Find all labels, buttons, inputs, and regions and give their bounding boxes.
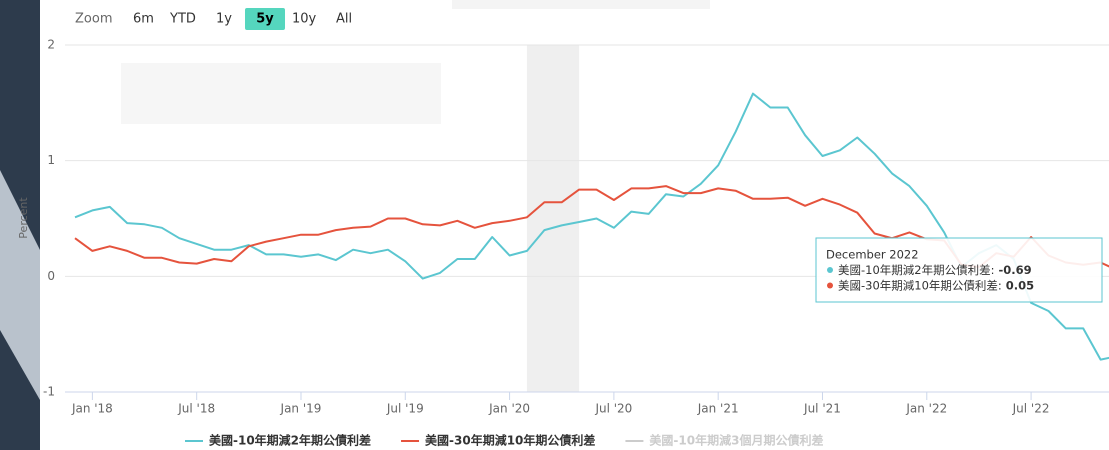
zoom-button[interactable]: All	[336, 12, 352, 27]
tooltip-value: -0.69	[998, 263, 1031, 277]
tooltip-dot	[827, 267, 833, 273]
watermark	[452, 0, 710, 9]
zoom-button[interactable]: YTD	[169, 12, 196, 27]
tooltip-box	[815, 237, 1103, 303]
zoom-button[interactable]: 5y	[256, 12, 274, 27]
watermark	[121, 63, 441, 124]
y-tick-label: 0	[47, 269, 55, 283]
x-tick-label: Jan '19	[280, 402, 322, 416]
x-tick-label: Jul '20	[594, 402, 632, 416]
zoom-label: Zoom	[75, 12, 112, 27]
legend-label[interactable]: 美國-10年期減2年期公債利差	[209, 433, 371, 448]
x-tick-label: Jul '21	[803, 402, 841, 416]
tooltip-row: 美國-10年期減2年期公債利差: -0.69	[838, 263, 1032, 277]
series-line	[74, 92, 1109, 361]
zoom-button[interactable]: 10y	[292, 12, 317, 27]
x-tick-label: Jul '18	[177, 402, 215, 416]
zoom-button[interactable]: 1y	[216, 12, 232, 27]
plot-band	[526, 45, 580, 392]
side-chevron	[0, 170, 40, 400]
tooltip-value: 0.05	[1006, 278, 1034, 292]
y-tick-label: -1	[43, 385, 55, 399]
tooltip-label: 美國-30年期減10年期公債利差:	[838, 278, 1002, 292]
plot-area	[74, 92, 1109, 361]
x-tick-label: Jul '19	[386, 402, 424, 416]
y-tick-label: 2	[47, 38, 55, 52]
y-axis-title: Percent	[17, 197, 30, 239]
y-tick-label: 1	[47, 153, 55, 167]
x-tick-label: Jul '22	[1012, 402, 1050, 416]
zoom-button-bg[interactable]	[245, 8, 285, 30]
tooltip-dot	[827, 282, 833, 289]
legend-label[interactable]: 美國-30年期減10年期公債利差	[425, 433, 595, 448]
legend-label[interactable]: 美國-10年期減3個月期公債利差	[649, 433, 823, 448]
tooltip-title: December 2022	[826, 248, 919, 262]
x-tick-label: Jan '21	[697, 402, 739, 416]
tooltip-row: 美國-30年期減10年期公債利差: 0.05	[838, 278, 1034, 292]
tooltip-label: 美國-10年期減2年期公債利差:	[838, 263, 994, 277]
x-tick-label: Jan '20	[488, 402, 530, 416]
x-tick-label: Jan '22	[905, 402, 947, 416]
zoom-button[interactable]: 6m	[133, 12, 154, 27]
x-tick-label: Jan '18	[71, 402, 113, 416]
